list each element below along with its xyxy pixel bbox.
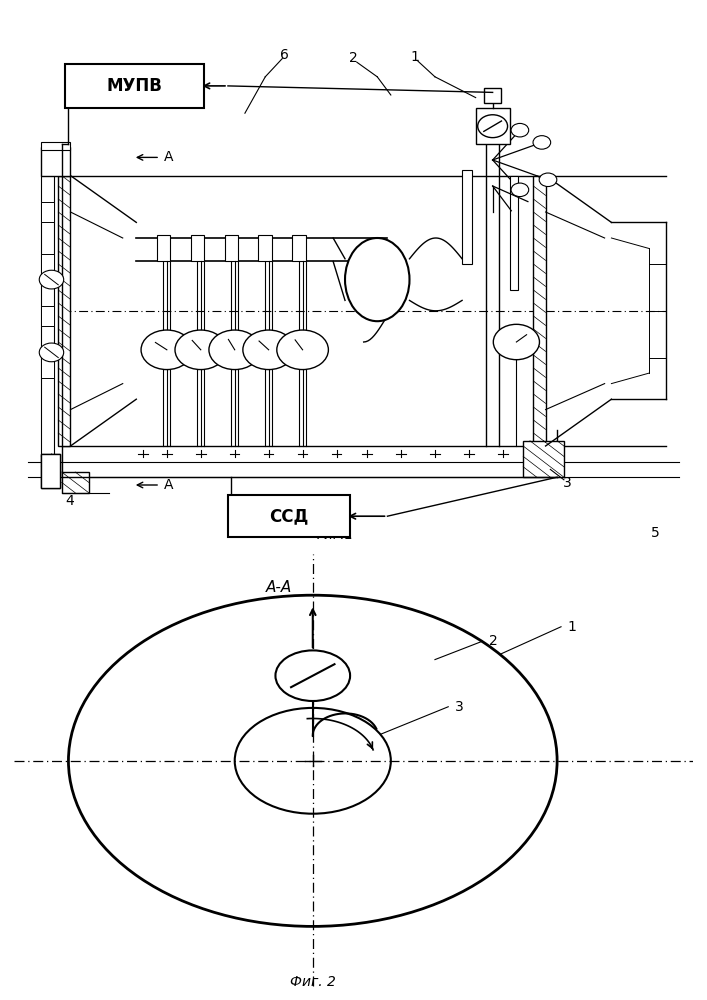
Bar	[462, 170, 472, 264]
Bar	[533, 176, 546, 446]
Bar	[41, 202, 54, 222]
Bar	[191, 235, 204, 261]
Bar	[41, 454, 60, 488]
Text: 2: 2	[349, 51, 358, 65]
Bar	[41, 147, 70, 176]
Bar	[293, 235, 306, 261]
Circle shape	[175, 330, 226, 370]
Circle shape	[493, 324, 539, 360]
Text: 6: 6	[280, 48, 288, 62]
Text: ССД: ССД	[269, 507, 309, 525]
Circle shape	[40, 270, 64, 289]
Text: 3: 3	[455, 700, 464, 714]
Bar	[41, 254, 54, 274]
Circle shape	[511, 183, 529, 197]
FancyBboxPatch shape	[228, 495, 350, 537]
Bar	[41, 142, 70, 150]
Text: 2: 2	[489, 634, 498, 648]
Text: Фиг. 2: Фиг. 2	[290, 975, 336, 989]
Text: 4: 4	[66, 494, 74, 508]
Circle shape	[539, 173, 557, 187]
Bar	[58, 176, 71, 446]
Bar	[41, 454, 60, 488]
Bar	[259, 235, 272, 261]
Text: 1: 1	[568, 620, 577, 634]
Circle shape	[277, 330, 328, 370]
Bar	[225, 235, 238, 261]
Bar	[476, 108, 510, 144]
Text: А-А: А-А	[266, 580, 292, 595]
Text: 5: 5	[651, 526, 660, 540]
Bar	[41, 358, 54, 378]
Text: 1: 1	[410, 50, 419, 64]
Circle shape	[141, 330, 192, 370]
Circle shape	[40, 343, 64, 362]
Text: 3: 3	[563, 476, 572, 490]
Bar	[62, 472, 89, 493]
FancyBboxPatch shape	[65, 64, 204, 108]
Circle shape	[209, 330, 260, 370]
Text: А: А	[163, 150, 173, 164]
Circle shape	[243, 330, 294, 370]
Ellipse shape	[345, 238, 409, 321]
Text: А: А	[163, 478, 173, 492]
Bar	[510, 176, 518, 290]
Bar	[41, 306, 54, 326]
Bar	[484, 88, 501, 103]
Bar	[157, 235, 170, 261]
Circle shape	[478, 115, 508, 138]
Circle shape	[511, 123, 529, 137]
Bar	[523, 441, 564, 477]
Text: Фиг.1: Фиг.1	[312, 528, 354, 542]
Circle shape	[533, 136, 551, 149]
Circle shape	[276, 650, 350, 701]
Text: МУПВ: МУПВ	[107, 77, 163, 95]
